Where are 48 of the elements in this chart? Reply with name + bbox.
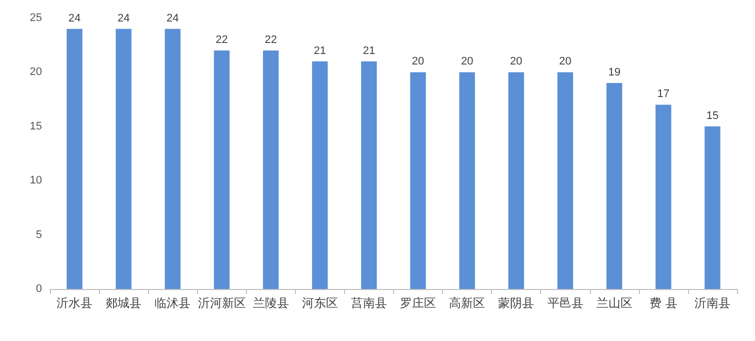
- data-label: 19: [608, 66, 620, 79]
- y-tick-label: 5: [36, 228, 42, 241]
- y-tick-label: 25: [30, 12, 42, 24]
- data-label: 24: [117, 12, 130, 24]
- data-label: 24: [166, 12, 179, 24]
- y-tick-label: 0: [36, 283, 42, 295]
- data-label: 24: [68, 12, 81, 24]
- x-tick-label: 河东区: [302, 296, 338, 310]
- bar: [66, 28, 82, 289]
- bar: [361, 61, 377, 289]
- x-tick-label: 沂河新区: [198, 296, 246, 310]
- y-tick-label: 10: [30, 174, 42, 187]
- bar: [557, 72, 574, 289]
- x-tick-label: 沂南县: [694, 296, 730, 310]
- x-tick-label: 兰山区: [596, 296, 632, 310]
- data-label: 20: [412, 56, 424, 68]
- bar: [410, 72, 426, 289]
- x-tick-label: 平邑县: [547, 296, 584, 310]
- bar: [704, 126, 720, 289]
- data-label: 22: [264, 34, 277, 46]
- bar: [312, 61, 328, 289]
- y-tick-label: 15: [30, 120, 42, 132]
- x-tick-label: 高新区: [449, 296, 486, 310]
- bar: [262, 50, 279, 289]
- x-tick-label: 罗庄区: [400, 296, 436, 310]
- x-tick-label: 蒙阴县: [498, 296, 534, 310]
- bar: [656, 104, 672, 289]
- data-label: 17: [657, 88, 670, 100]
- data-label: 20: [510, 56, 522, 68]
- x-tick-label: 兰陵县: [252, 296, 289, 310]
- data-label: 21: [362, 44, 376, 57]
- bar: [606, 83, 622, 289]
- y-tick-label: 20: [30, 66, 42, 78]
- data-label: 15: [706, 110, 719, 122]
- x-tick-label: 临沭县: [154, 296, 191, 310]
- x-tick-label: 沂水县: [56, 296, 93, 310]
- data-label: 20: [460, 56, 474, 68]
- data-label: 21: [314, 44, 326, 57]
- bar: [508, 72, 524, 289]
- bar: [459, 72, 475, 289]
- x-tick-label: 郯城县: [106, 296, 142, 310]
- bar: [116, 28, 132, 289]
- bar: [164, 28, 181, 289]
- data-label: 20: [559, 56, 572, 68]
- bar: [214, 50, 230, 289]
- x-tick-label: 费 县: [649, 296, 678, 310]
- data-label: 22: [216, 34, 228, 46]
- x-tick-label: 莒南县: [350, 296, 387, 310]
